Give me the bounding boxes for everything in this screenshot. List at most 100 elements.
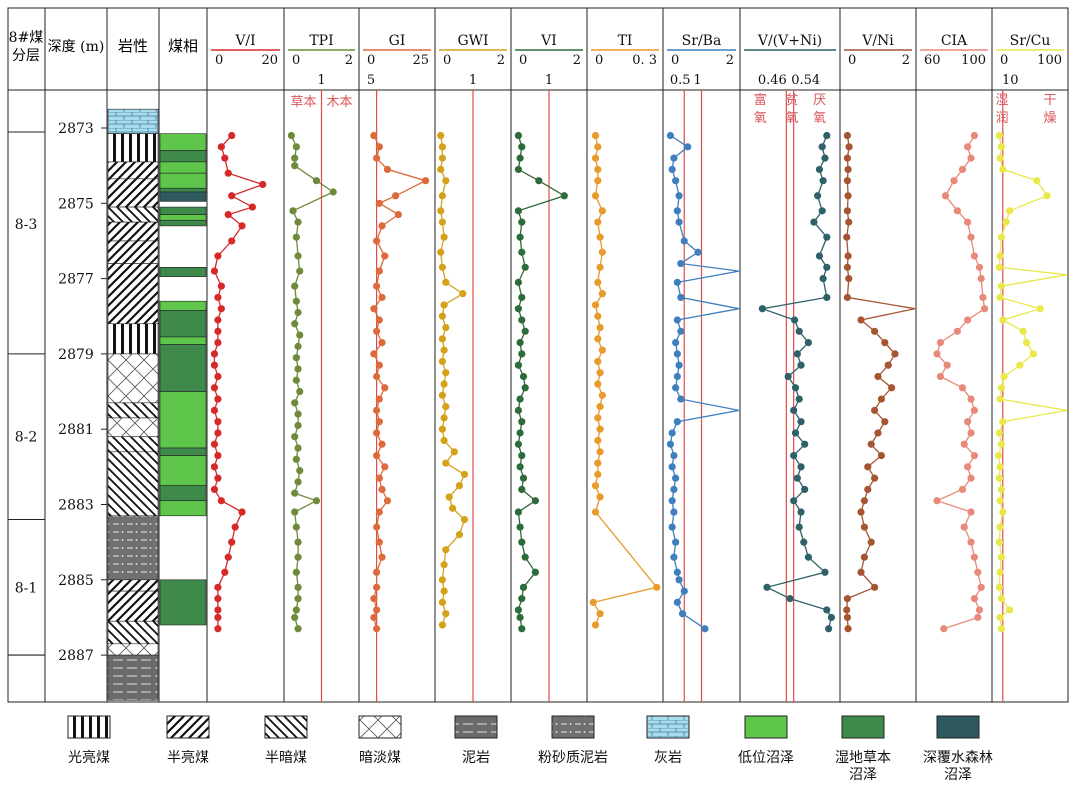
legend-label: 暗淡煤: [359, 750, 401, 766]
data-point: [881, 339, 889, 347]
data-point: [214, 625, 222, 633]
data-point: [795, 327, 803, 335]
facies-wet: [159, 150, 207, 163]
data-point: [228, 192, 236, 200]
data-point: [291, 613, 299, 622]
panel-title: TI: [618, 33, 633, 49]
data-point: [668, 165, 676, 174]
facies-wet: [159, 344, 207, 392]
legend-label: 湿地草本: [835, 750, 891, 766]
data-point: [801, 440, 809, 448]
facies-deep: [159, 191, 207, 202]
data-point: [995, 583, 1004, 591]
data-point: [819, 275, 827, 283]
data-point: [997, 384, 1006, 392]
data-point: [975, 606, 984, 614]
data-point: [958, 165, 967, 174]
data-point: [516, 233, 524, 241]
data-point: [864, 485, 872, 494]
data-point: [378, 553, 386, 561]
legend-label: 粉砂质泥岩: [538, 750, 608, 766]
data-point: [1033, 177, 1041, 185]
data-point: [214, 339, 222, 347]
data-point: [821, 154, 829, 162]
data-point: [675, 361, 683, 369]
layer-label: 8-1: [15, 580, 38, 596]
data-point: [843, 606, 851, 614]
panel-srcu: Sr/Cu0 100 10 湿润 干燥: [995, 33, 1068, 702]
panel-tick-label: 0: [671, 53, 679, 68]
data-point: [999, 316, 1007, 324]
data-point: [790, 451, 798, 460]
header-row: 8#煤 分层 深度 (m) 岩性 煤相: [9, 30, 198, 64]
data-point: [516, 429, 524, 437]
data-point: [381, 252, 389, 260]
data-point: [519, 474, 528, 482]
data-point: [596, 493, 604, 501]
data-point: [291, 433, 299, 441]
data-point: [874, 372, 882, 381]
data-point: [514, 131, 523, 140]
reference-label: 1: [317, 73, 325, 88]
data-point: [884, 361, 892, 369]
data-point: [694, 248, 702, 256]
data-point: [370, 131, 378, 140]
panel-tick-label: 0: [1000, 53, 1008, 68]
data-point: [442, 610, 450, 618]
data-point: [516, 395, 524, 403]
lithology-semidark: [107, 206, 159, 223]
data-point: [214, 474, 222, 482]
data-point: [877, 395, 886, 403]
data-point: [677, 327, 685, 335]
data-point: [214, 606, 222, 614]
data-point: [844, 625, 852, 633]
data-point: [996, 252, 1004, 260]
data-point: [221, 568, 229, 576]
data-point: [793, 350, 801, 358]
data-point: [373, 523, 381, 531]
data-point: [758, 305, 767, 313]
legend-label: 灰岩: [654, 750, 682, 766]
data-point: [871, 583, 879, 591]
data-point: [518, 316, 526, 324]
data-point: [518, 595, 526, 603]
lithology-semidark: [107, 620, 159, 645]
data-point: [673, 418, 681, 426]
legend-label: 半亮煤: [167, 749, 209, 766]
data-point: [670, 553, 678, 561]
data-point: [881, 418, 889, 426]
data-point: [598, 248, 606, 256]
data-point: [844, 252, 852, 260]
data-point: [996, 154, 1004, 162]
data-point: [821, 568, 829, 576]
data-point: [877, 451, 886, 460]
data-point: [598, 290, 606, 298]
data-point: [977, 275, 985, 283]
data-point: [1036, 305, 1044, 313]
panel-title: VI: [540, 33, 557, 49]
legend-label: 低位沼泽: [738, 750, 794, 766]
facies-low: [159, 172, 207, 189]
data-point: [375, 418, 383, 426]
lithology-semibright: [107, 240, 159, 264]
data-point: [845, 218, 853, 226]
data-point: [672, 474, 680, 482]
data-point: [933, 350, 941, 358]
data-point: [867, 440, 875, 448]
lithology-semibright: [107, 263, 159, 325]
data-point: [438, 621, 446, 629]
lithology-header: 岩性: [118, 37, 148, 55]
data-point: [815, 165, 824, 174]
data-point: [589, 598, 597, 606]
data-point: [437, 165, 445, 174]
data-point: [214, 316, 222, 324]
layer-header-line2: 分层: [12, 48, 40, 64]
data-point: [594, 459, 602, 467]
data-point: [964, 143, 972, 151]
data-point: [596, 369, 604, 377]
data-point: [672, 339, 680, 347]
annotation-label: 干: [1043, 93, 1056, 108]
data-point: [381, 384, 389, 392]
